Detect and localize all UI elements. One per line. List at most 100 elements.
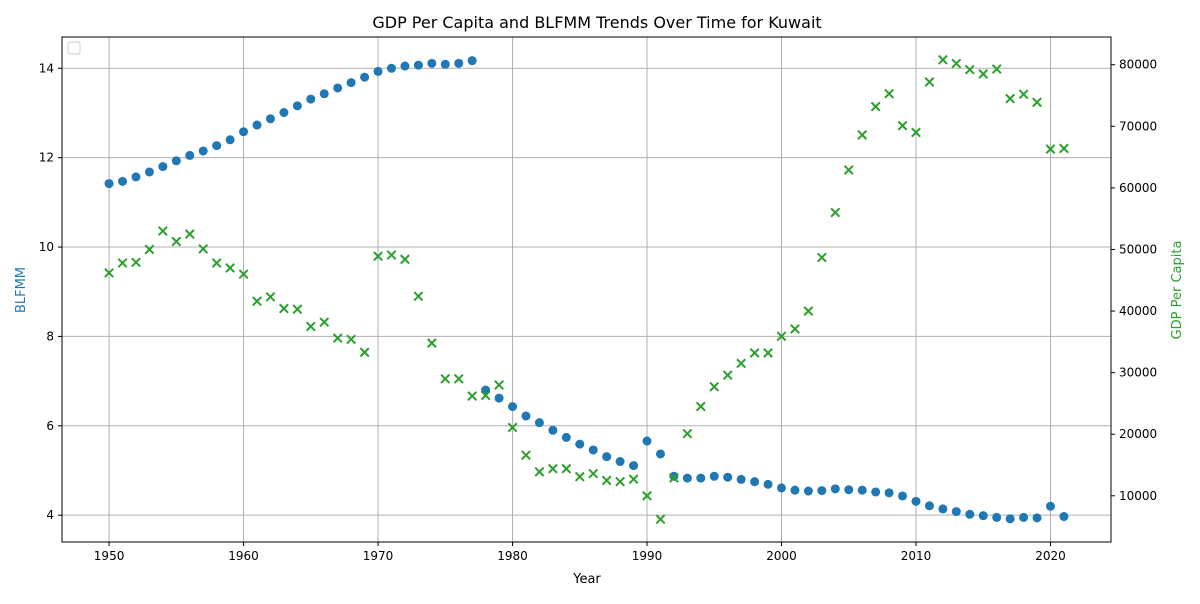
blfmm-point: [104, 179, 114, 189]
gdp-per-capita-point: [386, 250, 397, 260]
blfmm-point: [588, 445, 598, 455]
gdp-per-capita-point: [211, 258, 222, 268]
gdp-per-capita-point: [951, 58, 962, 69]
x-tick-label: 2020: [1035, 549, 1066, 563]
y-right-tick-label: 10000: [1119, 489, 1157, 503]
blfmm-point: [306, 94, 316, 104]
gdp-per-capita-point: [453, 373, 464, 384]
blfmm-point: [561, 432, 571, 442]
gdp-per-capita-point: [359, 347, 370, 358]
gdp-per-capita-point: [373, 251, 383, 262]
gdp-per-capita-point: [1005, 93, 1016, 104]
blfmm-point: [252, 120, 262, 130]
blfmm-point: [185, 150, 195, 160]
blfmm-point: [225, 135, 235, 145]
blfmm-point: [723, 472, 733, 482]
gdp-per-capita-point: [198, 243, 209, 254]
blfmm-point: [938, 504, 948, 514]
blfmm-point: [118, 176, 128, 186]
gdp-per-capita-point: [574, 471, 585, 482]
gdp-per-capita-point: [184, 229, 195, 239]
gdp-per-capita-point: [131, 257, 141, 268]
gdp-per-capita-point: [225, 263, 236, 273]
y-left-tick-label: 14: [39, 61, 54, 75]
blfmm-point: [992, 512, 1002, 522]
legend-box: [67, 41, 81, 55]
blfmm-point: [454, 58, 464, 68]
blfmm-point: [279, 108, 289, 118]
gdp-per-capita-point: [521, 450, 531, 461]
gdp-per-capita-point: [561, 463, 572, 474]
gdp-per-capita-point: [507, 422, 518, 433]
gdp-per-capita-point: [682, 428, 693, 439]
gdp-per-capita-point: [1032, 97, 1042, 108]
gdp-per-capita-point: [238, 269, 249, 280]
gdp-per-capita-point: [292, 304, 303, 315]
gdp-per-capita-point: [547, 463, 558, 474]
gdp-per-capita-point: [1059, 143, 1069, 154]
gdp-per-capita-point: [628, 474, 639, 485]
blfmm-point: [978, 511, 988, 521]
x-tick-label: 2010: [901, 549, 932, 563]
gdp-per-capita-point: [400, 254, 410, 265]
blfmm-point: [292, 101, 302, 111]
gdp-per-capita-point: [816, 252, 827, 263]
gdp-per-capita-point: [695, 401, 706, 412]
blfmm-point: [884, 488, 894, 498]
y-left-tick-label: 10: [39, 240, 54, 254]
x-axis-label: Year: [572, 572, 601, 587]
blfmm-point: [965, 509, 975, 519]
blfmm-point: [750, 477, 760, 487]
blfmm-point: [844, 485, 854, 495]
gdp-per-capita-point: [722, 370, 733, 381]
blfmm-point: [144, 167, 154, 177]
gdp-per-capita-point: [655, 514, 666, 525]
blfmm-series: [104, 56, 1069, 524]
y-axis-left: 4 6 8 10 12 14: [39, 61, 62, 522]
blfmm-point: [669, 471, 679, 481]
blfmm-point: [521, 411, 531, 421]
blfmm-point: [830, 484, 840, 494]
gdp-per-capita-point: [978, 69, 989, 79]
blfmm-point: [817, 486, 827, 496]
y-right-tick-label: 40000: [1119, 304, 1157, 318]
x-axis: 1950 1960 1970 1980 1990 2000 2010 2020: [94, 542, 1066, 563]
blfmm-point: [360, 72, 370, 82]
chart-title: GDP Per Capita and BLFMM Trends Over Tim…: [372, 13, 821, 32]
gdp-per-capita-point: [171, 236, 182, 247]
blfmm-point: [696, 473, 706, 483]
blfmm-point: [413, 60, 423, 70]
blfmm-point: [871, 487, 881, 497]
blfmm-point: [642, 436, 652, 446]
plot-frame: [61, 36, 1112, 543]
blfmm-point: [534, 418, 544, 428]
gdp-per-capita-point: [265, 291, 276, 302]
x-tick-label: 1990: [632, 549, 663, 563]
blfmm-point: [575, 439, 585, 449]
gdp-per-capita-point: [278, 303, 289, 314]
gdp-per-capita-point: [332, 333, 343, 344]
gdp-per-capita-point: [440, 373, 451, 384]
gdp-per-capita-point: [588, 468, 599, 479]
gdp-per-capita-point: [601, 475, 612, 486]
gdp-per-capita-point: [884, 88, 895, 99]
blfmm-point: [602, 452, 612, 462]
gdp-per-capita-point: [413, 291, 424, 302]
blfmm-point: [736, 474, 746, 484]
blfmm-point: [1032, 513, 1042, 523]
gdp-per-capita-point: [911, 127, 921, 138]
gdp-per-capita-point: [843, 165, 854, 175]
gdp-per-capita-point: [870, 101, 881, 112]
blfmm-point: [386, 63, 396, 73]
gdp-per-capita-point: [790, 324, 800, 334]
blfmm-point: [171, 156, 181, 166]
blfmm-point: [508, 402, 518, 412]
blfmm-point: [1019, 512, 1029, 522]
y-right-tick-label: 50000: [1119, 242, 1157, 256]
blfmm-point: [898, 491, 908, 501]
gdp-per-capita-point: [709, 381, 720, 392]
blfmm-point: [158, 162, 168, 172]
gdp-per-capita-point: [534, 466, 545, 477]
